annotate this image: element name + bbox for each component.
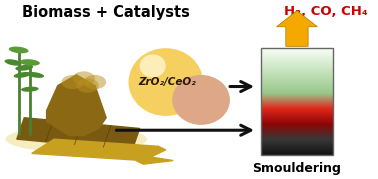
Ellipse shape — [62, 75, 84, 89]
Text: Smouldering: Smouldering — [253, 162, 341, 175]
Ellipse shape — [20, 59, 40, 66]
Ellipse shape — [84, 75, 106, 89]
Polygon shape — [276, 11, 318, 46]
Ellipse shape — [15, 65, 33, 71]
Ellipse shape — [129, 48, 203, 116]
Bar — [261, 48, 333, 155]
Ellipse shape — [21, 87, 39, 92]
Ellipse shape — [73, 71, 95, 86]
Polygon shape — [136, 146, 173, 164]
Ellipse shape — [27, 72, 44, 78]
Ellipse shape — [172, 75, 230, 125]
Ellipse shape — [76, 79, 99, 93]
Ellipse shape — [5, 59, 22, 66]
Polygon shape — [17, 118, 139, 150]
Polygon shape — [46, 75, 106, 136]
Ellipse shape — [14, 72, 31, 78]
Text: ZrO₂/CeO₂: ZrO₂/CeO₂ — [139, 77, 197, 87]
Ellipse shape — [9, 47, 29, 53]
Ellipse shape — [6, 126, 147, 153]
Ellipse shape — [139, 54, 166, 78]
Text: Biomass + Catalysts: Biomass + Catalysts — [22, 5, 190, 20]
Polygon shape — [32, 139, 158, 161]
Text: H₂, CO, CH₄: H₂, CO, CH₄ — [284, 5, 368, 18]
